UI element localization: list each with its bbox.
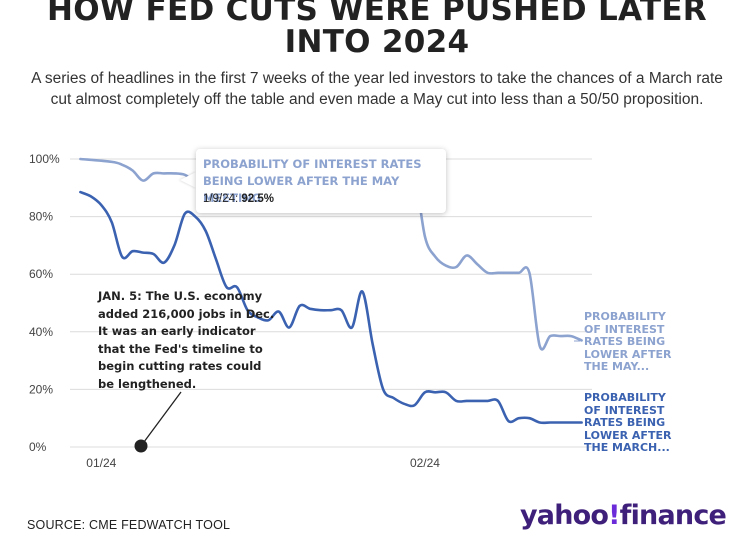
x-tick-label: 01/24	[86, 456, 116, 470]
logo-finance: finance	[619, 500, 727, 531]
y-tick-label: 100%	[29, 152, 60, 166]
y-tick-label: 80%	[29, 210, 53, 224]
chart-subtitle: A series of headlines in the first 7 wee…	[31, 70, 723, 108]
x-tick-label: 02/24	[410, 456, 440, 470]
chart-title: HOW FED CUTS WERE PUSHED LATER INTO 2024	[47, 0, 707, 60]
tooltip-value-row: 1/9/24: 92.5%	[203, 193, 274, 205]
tooltip-date: 1/9/24:	[203, 193, 239, 205]
tooltip-title: PROBABILITY OF INTEREST RATES BEING LOWE…	[203, 157, 422, 205]
tooltip-value: 92.5%	[241, 193, 274, 205]
annotation-point-marker	[134, 439, 148, 453]
series-label-may: PROBABILITY OF INTEREST RATES BEING LOWE…	[584, 310, 672, 373]
series-line-march	[79, 190, 583, 425]
tooltip: PROBABILITY OF INTEREST RATES BEING LOWE…	[196, 149, 446, 213]
y-tick-label: 40%	[29, 325, 53, 339]
annotation-jobs-report: JAN. 5: The U.S. economy added 216,000 j…	[98, 289, 275, 391]
y-tick-label: 0%	[29, 440, 47, 454]
tooltip-arrow	[180, 172, 196, 188]
logo-yahoo: yahoo	[520, 500, 609, 531]
y-tick-label: 20%	[29, 382, 53, 396]
y-tick-label: 60%	[29, 267, 53, 281]
logo-exclamation: !	[608, 500, 620, 531]
series-label-march: PROBABILITY OF INTEREST RATES BEING LOWE…	[584, 391, 672, 454]
source-note: SOURCE: CME FEDWATCH TOOL	[27, 518, 231, 532]
annotation-leader-line	[140, 391, 182, 447]
yahoo-finance-logo: yahoo!finance	[520, 500, 727, 531]
